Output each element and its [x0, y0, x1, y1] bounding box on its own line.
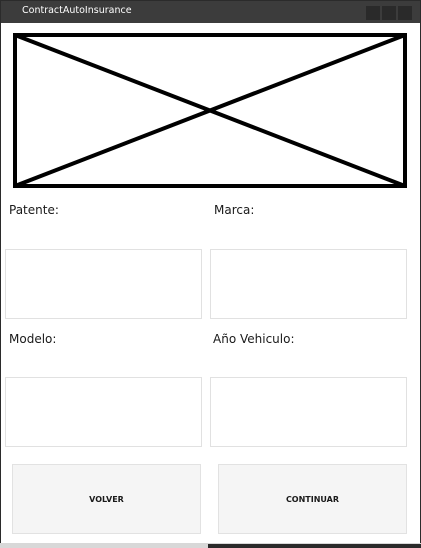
modelo-input[interactable] — [5, 377, 202, 447]
window-title: ContractAutoInsurance — [22, 5, 132, 16]
anio-vehiculo-input[interactable] — [210, 377, 407, 447]
maximize-icon[interactable] — [382, 6, 396, 20]
modelo-label: Modelo: — [9, 332, 57, 346]
minimize-icon[interactable] — [366, 6, 380, 20]
continuar-button[interactable]: CONTINUAR — [218, 464, 407, 534]
marca-input[interactable] — [210, 249, 407, 319]
close-icon[interactable] — [398, 6, 412, 20]
image-placeholder-icon — [13, 33, 407, 188]
marca-label: Marca: — [214, 203, 255, 217]
title-bar[interactable]: ContractAutoInsurance — [1, 1, 420, 23]
patente-input[interactable] — [5, 249, 202, 319]
anio-vehiculo-label: Año Vehiculo: — [213, 332, 295, 346]
patente-label: Patente: — [9, 203, 59, 217]
taskbar-edge — [208, 544, 421, 548]
volver-button[interactable]: VOLVER — [12, 464, 201, 534]
